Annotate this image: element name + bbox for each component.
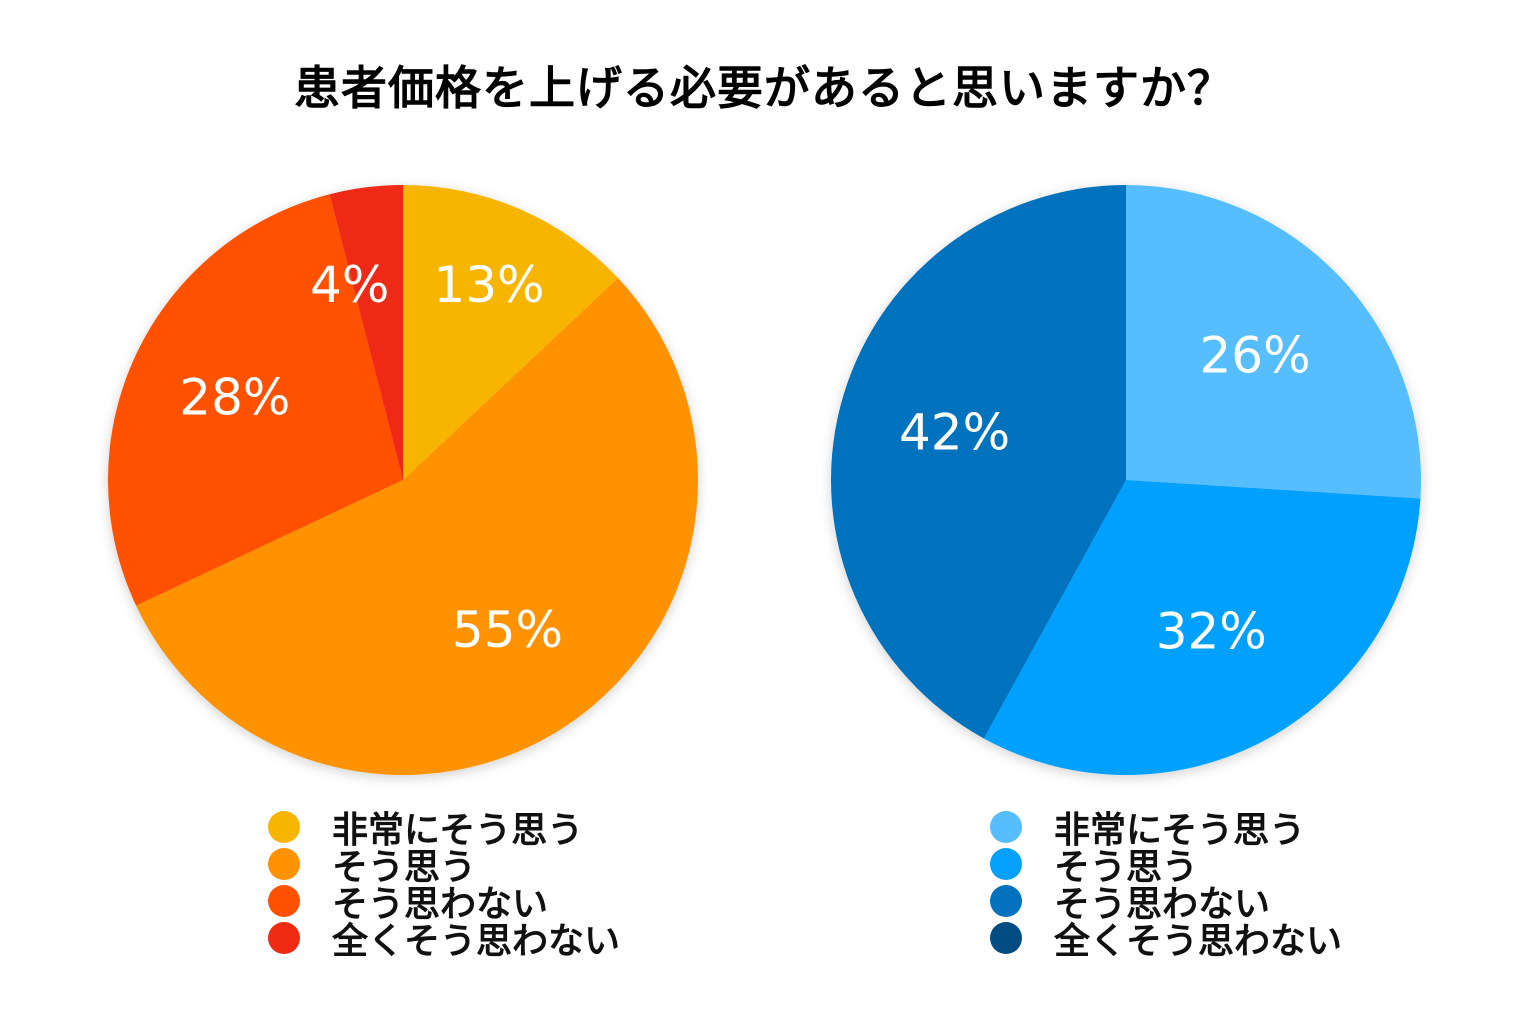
legend-item: 全くそう思わない bbox=[990, 919, 1342, 962]
legend-swatch bbox=[268, 921, 300, 954]
legend-swatch bbox=[990, 921, 1022, 954]
pie-slice-3 bbox=[107, 194, 404, 606]
legend-right: 非常にそう思う そう思う そう思わない 全くそう思わない bbox=[990, 808, 1342, 962]
legend-swatch bbox=[990, 810, 1022, 843]
legend-label: そう思う bbox=[332, 846, 477, 888]
pie-slice-label-3: 42% bbox=[899, 403, 1010, 461]
pie-slice-label-1: 13% bbox=[433, 256, 544, 314]
pie-slice-label-2: 55% bbox=[452, 601, 563, 659]
legend-swatch bbox=[268, 884, 300, 917]
legend-item: そう思わない bbox=[268, 882, 620, 925]
chart-title: 患者価格を上げる必要があると思いますか？ bbox=[294, 61, 1234, 115]
legend-label: そう思う bbox=[1054, 846, 1199, 888]
pie-slice-label-4: 4% bbox=[310, 256, 389, 314]
legend-label: そう思わない bbox=[1054, 883, 1271, 925]
pie-slice-label-2: 32% bbox=[1156, 603, 1267, 661]
pie-slice-3 bbox=[831, 184, 1126, 739]
legend-label: そう思わない bbox=[332, 883, 549, 925]
pie-chart-right bbox=[831, 184, 1421, 775]
pie-slice-1 bbox=[403, 185, 619, 480]
legend-item: そう思う bbox=[268, 845, 620, 888]
legend-swatch bbox=[268, 810, 300, 843]
legend-item: 非常にそう思う bbox=[268, 808, 620, 851]
legend-label: 全くそう思わない bbox=[1054, 920, 1343, 962]
pie-slice-2 bbox=[136, 278, 699, 776]
legend-swatch bbox=[268, 847, 300, 880]
legend-item: 非常にそう思う bbox=[990, 808, 1342, 851]
pie-slice-label-3: 28% bbox=[179, 368, 290, 426]
pie-slice-1 bbox=[1126, 185, 1421, 499]
legend-label: 全くそう思わない bbox=[332, 920, 621, 962]
legend-item: そう思わない bbox=[990, 882, 1342, 925]
legend-swatch bbox=[990, 847, 1022, 880]
pie-slice-4 bbox=[329, 185, 403, 480]
legend-swatch bbox=[990, 884, 1022, 917]
legend-left: 非常にそう思う そう思う そう思わない 全くそう思わない bbox=[268, 808, 620, 962]
pie-slice-label-1: 26% bbox=[1199, 326, 1310, 384]
pie-slice-2 bbox=[983, 480, 1421, 775]
legend-label: 非常にそう思う bbox=[332, 809, 584, 851]
legend-item: そう思う bbox=[990, 845, 1342, 888]
legend-item: 全くそう思わない bbox=[268, 919, 620, 962]
legend-label: 非常にそう思う bbox=[1054, 809, 1306, 851]
pie-chart-left bbox=[107, 185, 699, 776]
